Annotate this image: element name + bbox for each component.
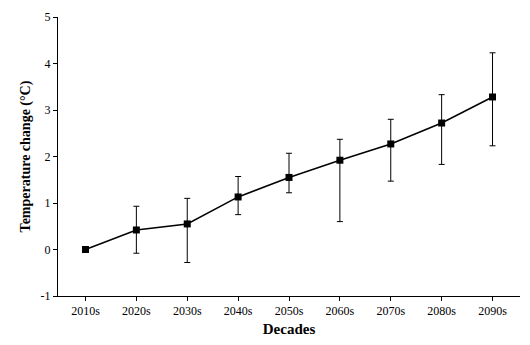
svg-text:2090s: 2090s (478, 304, 507, 318)
svg-text:2080s: 2080s (427, 304, 456, 318)
svg-text:-1: -1 (41, 289, 51, 303)
svg-text:2040s: 2040s (224, 304, 253, 318)
svg-text:3: 3 (45, 103, 51, 117)
svg-text:Temperature change (°C): Temperature change (°C) (18, 80, 34, 232)
svg-text:2050s: 2050s (275, 304, 304, 318)
svg-text:2020s: 2020s (122, 304, 151, 318)
svg-text:Decades: Decades (263, 321, 316, 337)
svg-text:4: 4 (45, 57, 51, 71)
svg-text:2030s: 2030s (173, 304, 202, 318)
svg-text:2010s: 2010s (71, 304, 100, 318)
svg-text:1: 1 (45, 196, 51, 210)
svg-text:2070s: 2070s (376, 304, 405, 318)
svg-text:2: 2 (45, 150, 51, 164)
svg-text:2060s: 2060s (326, 304, 355, 318)
svg-text:5: 5 (45, 10, 51, 24)
svg-text:0: 0 (45, 243, 51, 257)
